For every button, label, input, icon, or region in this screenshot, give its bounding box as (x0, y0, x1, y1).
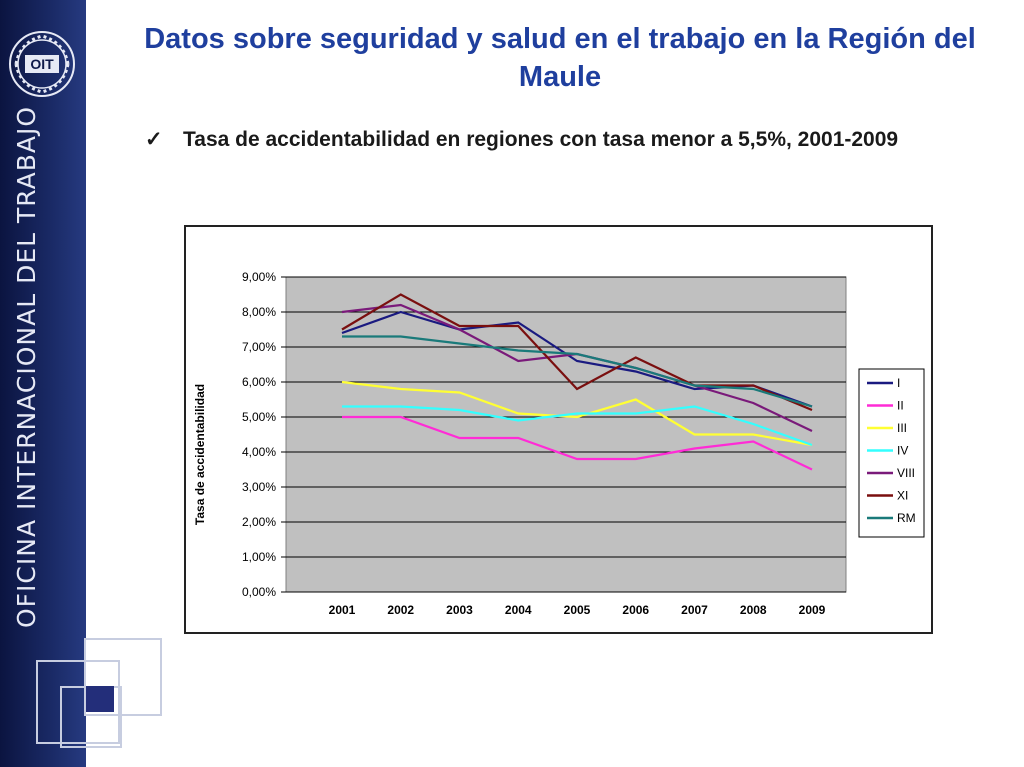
bullet-text: Tasa de accidentabilidad en regiones con… (183, 128, 899, 151)
sidebar-organization-name: OFICINA INTERNACIONAL DEL TRABAJO (12, 105, 41, 628)
series-line-rm (342, 335, 813, 408)
x-tick-label: 2002 (387, 603, 414, 617)
y-tick-label: 1,00% (242, 550, 276, 564)
decor-square (84, 638, 162, 716)
line-chart: 0,00% 1,00% 2,00% 3,00% 4,00% 5,00% 6,00% 7,00%… (193, 270, 925, 617)
chart-frame: 0,00% 1,00% 2,00% 3,00% 4,00% 5,00% 6,00% 7,00%… (184, 225, 933, 634)
decor-square (36, 660, 120, 744)
x-tick-label: 2005 (564, 603, 591, 617)
x-tick-label: 2003 (446, 603, 473, 617)
series-line-iv (342, 405, 813, 447)
checkmark-icon: ✓ (145, 128, 163, 151)
y-tick-label: 5,00% (242, 410, 276, 424)
y-tick-label: 9,00% (242, 270, 276, 284)
ilo-logo: OIT (9, 31, 75, 97)
legend-label: I (897, 376, 900, 390)
series-line-xi (341, 293, 813, 412)
x-tick-label: 2004 (505, 603, 532, 617)
y-axis-label: Tasa de accidentabilidad (193, 384, 207, 525)
x-tick-label: 2007 (681, 603, 708, 617)
y-tick-label: 3,00% (242, 480, 276, 494)
x-tick-label: 2008 (740, 603, 767, 617)
logo-text: OIT (30, 56, 54, 72)
legend-label: XI (897, 489, 908, 503)
legend-label: VIII (897, 466, 915, 480)
y-tick-label: 8,00% (242, 305, 276, 319)
legend-box (858, 368, 925, 538)
x-tick-label: 2001 (329, 603, 356, 617)
series-line-ii (342, 415, 813, 471)
legend-label: IV (897, 444, 908, 458)
y-tick-label: 4,00% (242, 445, 276, 459)
y-tick-label: 6,00% (242, 375, 276, 389)
legend-label: III (897, 421, 907, 435)
y-tick-label: 0,00% (242, 585, 276, 599)
legend-label: II (897, 399, 904, 413)
sidebar: OIT OFICINA INTERNACIONAL DEL TRABAJO (0, 0, 86, 767)
x-tick-label: 2006 (622, 603, 649, 617)
y-tick-label: 2,00% (242, 515, 276, 529)
decor-square-filled (86, 686, 114, 712)
y-tick-label: 7,00% (242, 340, 276, 354)
slide-title: Datos sobre seguridad y salud en el trab… (144, 23, 976, 93)
plot-area (285, 276, 847, 593)
x-tick-label: 2009 (799, 603, 826, 617)
series-line-i (341, 310, 813, 408)
legend-label: RM (897, 511, 916, 525)
series-line-iii (341, 380, 813, 447)
